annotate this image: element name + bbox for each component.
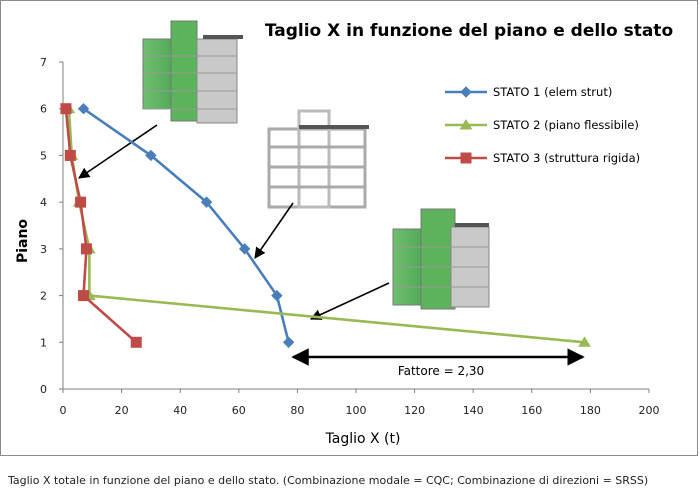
y-ticks: 0 1 2 3 4 5 6 7 [40,56,63,396]
legend-item-2: STATO 2 (piano flessibile) [445,118,639,132]
series-1-point [271,289,283,302]
series-1-point [145,149,157,162]
x-axis-label: Taglio X (t) [325,431,401,447]
y-tick-label: 7 [40,56,47,69]
x-tick-label: 140 [463,404,484,417]
y-tick-label: 4 [40,196,47,209]
y-axis-label: Piano [15,219,31,263]
x-tick-label: 0 [60,404,67,417]
legend-item-3: STATO 3 (struttura rigida) [445,151,640,165]
figure-caption: Taglio X totale in funzione del piano e … [8,474,649,487]
series-1 [77,103,295,348]
series-2 [62,102,591,347]
series-layer [60,102,591,348]
y-tick-label: 0 [40,383,47,396]
x-tick-label: 120 [404,404,425,417]
chart-title: Taglio X in funzione del piano e dello s… [265,21,673,41]
x-tick-label: 200 [639,404,660,417]
legend-swatch-marker [460,152,472,164]
pointer-arrow-stato1 [254,202,294,259]
series-1-point [282,336,295,348]
y-tick-label: 5 [40,149,47,162]
chart-frame: Taglio X in funzione del piano e dello s… [0,0,698,456]
series-2-line [67,108,585,344]
series-3-line [64,108,138,344]
series-3-point [80,243,92,255]
legend-swatch-marker [459,119,473,130]
y-tick-label: 6 [40,103,47,116]
x-ticks: 0 20 40 60 80 100 120 140 160 180 200 [60,389,660,417]
x-tick-label: 80 [290,404,304,417]
chart-svg: Taglio X in funzione del piano e dello s… [15,20,673,447]
legend-swatch-marker [460,86,472,98]
building-illustration-green-bottom [392,208,490,310]
x-tick-label: 160 [521,404,542,417]
legend-label: STATO 3 (struttura rigida) [493,151,640,165]
series-3-point [60,103,72,115]
series-1-point [77,103,90,115]
building-illustration-green-top [142,20,243,124]
series-1-line [82,107,290,343]
legend-label: STATO 1 (elem strut) [493,85,612,99]
pointer-arrow-stato2-lower [309,282,390,320]
pointer-arrow-stato2 [78,124,158,179]
x-tick-label: 20 [115,404,129,417]
series-3-point [78,290,90,302]
factor-annotation: Fattore = 2,30 [398,364,484,378]
y-tick-label: 1 [40,336,47,349]
x-tick-label: 100 [346,404,367,417]
legend-label: STATO 2 (piano flessibile) [493,118,639,132]
series-1-point [200,196,213,208]
series-3-point [64,149,76,161]
x-tick-label: 180 [580,404,601,417]
y-tick-label: 2 [40,290,47,303]
building-illustration-grey-frame [267,109,369,209]
series-3 [60,103,142,348]
series-3-point [75,196,87,208]
series-3-point [130,336,142,348]
legend-item-1: STATO 1 (elem strut) [445,85,612,99]
y-tick-label: 3 [40,243,47,256]
x-tick-label: 40 [173,404,187,417]
legend: STATO 1 (elem strut) STATO 2 (piano fless… [445,85,640,165]
x-tick-label: 60 [232,404,246,417]
series-1-point [238,243,251,255]
series-2-point [578,336,591,347]
